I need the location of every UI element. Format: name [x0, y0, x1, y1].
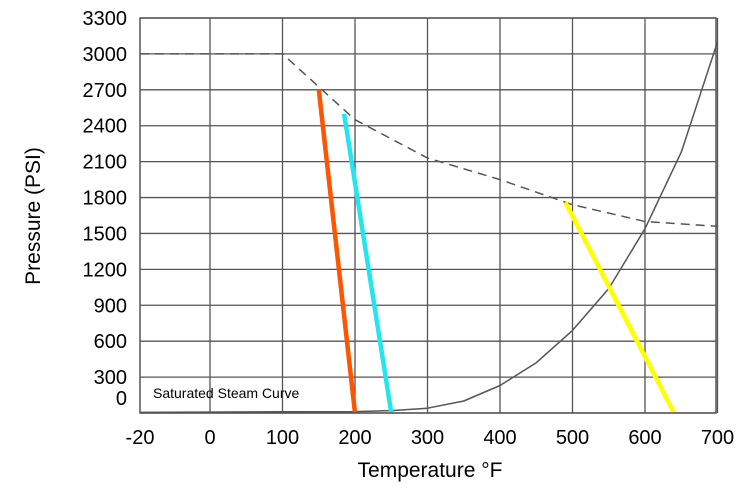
- x-tick-label: 700: [701, 427, 734, 449]
- x-tick-label: 500: [556, 427, 589, 449]
- y-tick-label: 2700: [83, 80, 128, 102]
- y-axis-label: Pressure (PSI): [22, 147, 45, 285]
- y-tick-label: 0: [116, 388, 127, 410]
- x-tick-label: 100: [266, 427, 299, 449]
- y-tick-labels: 3300 3000 2700 2400 2100 1800 1500 1200 900 600 30…: [83, 8, 128, 410]
- y-tick-label: 3300: [83, 8, 128, 30]
- x-tick-label: 600: [628, 427, 661, 449]
- x-tick-labels: -20 0 100 200 300 400 500 600 700: [126, 427, 735, 449]
- series-line-4: [563, 201, 676, 415]
- series-line-0: [140, 53, 718, 228]
- y-tick-label: 3000: [83, 44, 128, 66]
- x-tick-label: 400: [483, 427, 516, 449]
- x-tick-label: 0: [204, 427, 215, 449]
- y-tick-label: 900: [94, 295, 127, 317]
- plot-frame: [139, 17, 717, 414]
- y-tick-label: 2400: [83, 116, 128, 138]
- series-line-3: [341, 113, 394, 414]
- x-axis-label: Temperature °F: [358, 459, 503, 482]
- grid: [140, 17, 719, 414]
- y-tick-label: 1200: [83, 259, 128, 281]
- x-tick-label: -20: [126, 427, 155, 449]
- x-tick-label: 200: [338, 427, 371, 449]
- series-line-2: [316, 89, 358, 414]
- y-tick-label: 2100: [83, 152, 128, 174]
- annotation-saturated-steam-curve: Saturated Steam Curve: [153, 385, 300, 401]
- y-tick-label: 1500: [83, 223, 128, 245]
- y-tick-label: 1800: [83, 188, 128, 210]
- x-tick-label: 300: [411, 427, 444, 449]
- series-line-1: [139, 41, 719, 414]
- y-tick-label: 600: [94, 331, 127, 353]
- series-group: [139, 41, 719, 415]
- y-tick-label: 300: [94, 367, 127, 389]
